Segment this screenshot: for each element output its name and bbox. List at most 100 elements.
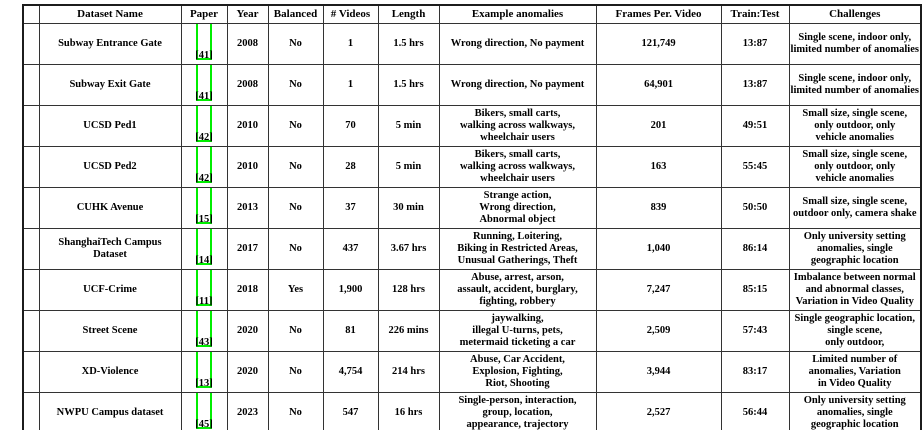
cell-year: 2008 xyxy=(226,23,269,65)
cell-example-anomalies: Abuse, Car Accident, Explosion, Fighting… xyxy=(438,351,597,393)
cell-dataset-name: Subway Exit Gate xyxy=(38,64,182,106)
cell-dataset-name: XD-Violence xyxy=(38,351,182,393)
cell-example-anomalies: Bikers, small carts, walking across walk… xyxy=(438,146,597,188)
paper-citation-link[interactable]: [42] xyxy=(195,132,213,143)
cell-year: 2010 xyxy=(226,105,269,147)
cell-length: 5 min xyxy=(377,146,440,188)
cell-paper: [13] xyxy=(180,351,228,393)
table-row: NWPU Campus dataset [45] 2023 No 547 16 … xyxy=(22,392,922,430)
paper-citation-link[interactable]: [41] xyxy=(195,91,213,102)
cell-frames-per-video: 2,509 xyxy=(595,310,722,352)
cell-challenges: Single scene, indoor only, limited numbe… xyxy=(788,23,922,65)
cell-length: 16 hrs xyxy=(377,392,440,430)
cell-balanced: No xyxy=(267,23,324,65)
header-dataset-name: Dataset Name xyxy=(38,4,182,24)
cell-balanced: No xyxy=(267,228,324,270)
cell-example-anomalies: Abuse, arrest, arson, assault, accident,… xyxy=(438,269,597,311)
cell-train-test: 57:43 xyxy=(720,310,790,352)
cell-example-anomalies: Wrong direction, No payment xyxy=(438,23,597,65)
cell-example-anomalies: Strange action, Wrong direction, Abnorma… xyxy=(438,187,597,229)
cell-dataset-name: UCF-Crime xyxy=(38,269,182,311)
cell-paper: [14] xyxy=(180,228,228,270)
paper-citation-link[interactable]: [45] xyxy=(195,419,213,430)
header-row: Dataset Name Paper Year Balanced # Video… xyxy=(22,4,922,24)
paper-citation-link[interactable]: [43] xyxy=(195,337,213,348)
cell-frames-per-video: 163 xyxy=(595,146,722,188)
cell-paper: [15] xyxy=(180,187,228,229)
cell-balanced: No xyxy=(267,351,324,393)
cell-num-videos: 28 xyxy=(322,146,379,188)
cell-length: 3.67 hrs xyxy=(377,228,440,270)
cell-year: 2010 xyxy=(226,146,269,188)
cell-frames-per-video: 64,901 xyxy=(595,64,722,106)
cell-challenges: Single scene, indoor only, limited numbe… xyxy=(788,64,922,106)
cell-empty xyxy=(22,105,40,147)
cell-length: 1.5 hrs xyxy=(377,64,440,106)
paper-citation-link[interactable]: [42] xyxy=(195,173,213,184)
cell-train-test: 83:17 xyxy=(720,351,790,393)
cell-balanced: No xyxy=(267,187,324,229)
cell-train-test: 13:87 xyxy=(720,23,790,65)
cell-empty xyxy=(22,23,40,65)
cell-length: 214 hrs xyxy=(377,351,440,393)
header-challenges: Challenges xyxy=(788,4,922,24)
cell-empty xyxy=(22,269,40,311)
paper-citation-link[interactable]: [14] xyxy=(195,255,213,266)
cell-frames-per-video: 201 xyxy=(595,105,722,147)
table-row: UCSD Ped2 [42] 2010 No 28 5 min Bikers, … xyxy=(22,146,922,188)
cell-dataset-name: UCSD Ped1 xyxy=(38,105,182,147)
header-num-videos: # Videos xyxy=(322,4,379,24)
cell-challenges: Small size, single scene, outdoor only, … xyxy=(788,187,922,229)
cell-frames-per-video: 7,247 xyxy=(595,269,722,311)
cell-num-videos: 4,754 xyxy=(322,351,379,393)
cell-train-test: 49:51 xyxy=(720,105,790,147)
cell-year: 2008 xyxy=(226,64,269,106)
cell-paper: [11] xyxy=(180,269,228,311)
cell-empty xyxy=(22,228,40,270)
cell-num-videos: 1 xyxy=(322,64,379,106)
table-row: Subway Entrance Gate [41] 2008 No 1 1.5 … xyxy=(22,23,922,65)
cell-paper: [41] xyxy=(180,23,228,65)
header-frames-per-video: Frames Per. Video xyxy=(595,4,722,24)
cell-train-test: 55:45 xyxy=(720,146,790,188)
cell-train-test: 13:87 xyxy=(720,64,790,106)
cell-year: 2018 xyxy=(226,269,269,311)
cell-frames-per-video: 3,944 xyxy=(595,351,722,393)
cell-example-anomalies: Wrong direction, No payment xyxy=(438,64,597,106)
cell-num-videos: 81 xyxy=(322,310,379,352)
cell-balanced: No xyxy=(267,64,324,106)
header-example-anomalies: Example anomalies xyxy=(438,4,597,24)
paper-citation-link[interactable]: [41] xyxy=(195,50,213,61)
cell-example-anomalies: jaywalking, illegal U-turns, pets, meter… xyxy=(438,310,597,352)
cell-length: 5 min xyxy=(377,105,440,147)
cell-balanced: No xyxy=(267,105,324,147)
cell-year: 2020 xyxy=(226,351,269,393)
cell-empty xyxy=(22,64,40,106)
cell-empty xyxy=(22,351,40,393)
cell-num-videos: 70 xyxy=(322,105,379,147)
cell-empty xyxy=(22,187,40,229)
cell-train-test: 50:50 xyxy=(720,187,790,229)
paper-citation-link[interactable]: [15] xyxy=(195,214,213,225)
cell-challenges: Imbalance between normal and abnormal cl… xyxy=(788,269,922,311)
table-row: CUHK Avenue [15] 2013 No 37 30 min Stran… xyxy=(22,187,922,229)
cell-dataset-name: CUHK Avenue xyxy=(38,187,182,229)
cell-num-videos: 437 xyxy=(322,228,379,270)
cell-train-test: 85:15 xyxy=(720,269,790,311)
cell-balanced: Yes xyxy=(267,269,324,311)
cell-num-videos: 547 xyxy=(322,392,379,430)
cell-paper: [43] xyxy=(180,310,228,352)
header-paper: Paper xyxy=(180,4,228,24)
cell-train-test: 86:14 xyxy=(720,228,790,270)
cell-challenges: Limited number of anomalies, Variation i… xyxy=(788,351,922,393)
cell-paper: [42] xyxy=(180,105,228,147)
cell-example-anomalies: Bikers, small carts, walking across walk… xyxy=(438,105,597,147)
cell-year: 2020 xyxy=(226,310,269,352)
cell-frames-per-video: 839 xyxy=(595,187,722,229)
cell-paper: [45] xyxy=(180,392,228,430)
paper-citation-link[interactable]: [11] xyxy=(195,296,213,307)
cell-balanced: No xyxy=(267,310,324,352)
paper-citation-link[interactable]: [13] xyxy=(195,378,213,389)
cell-paper: [41] xyxy=(180,64,228,106)
